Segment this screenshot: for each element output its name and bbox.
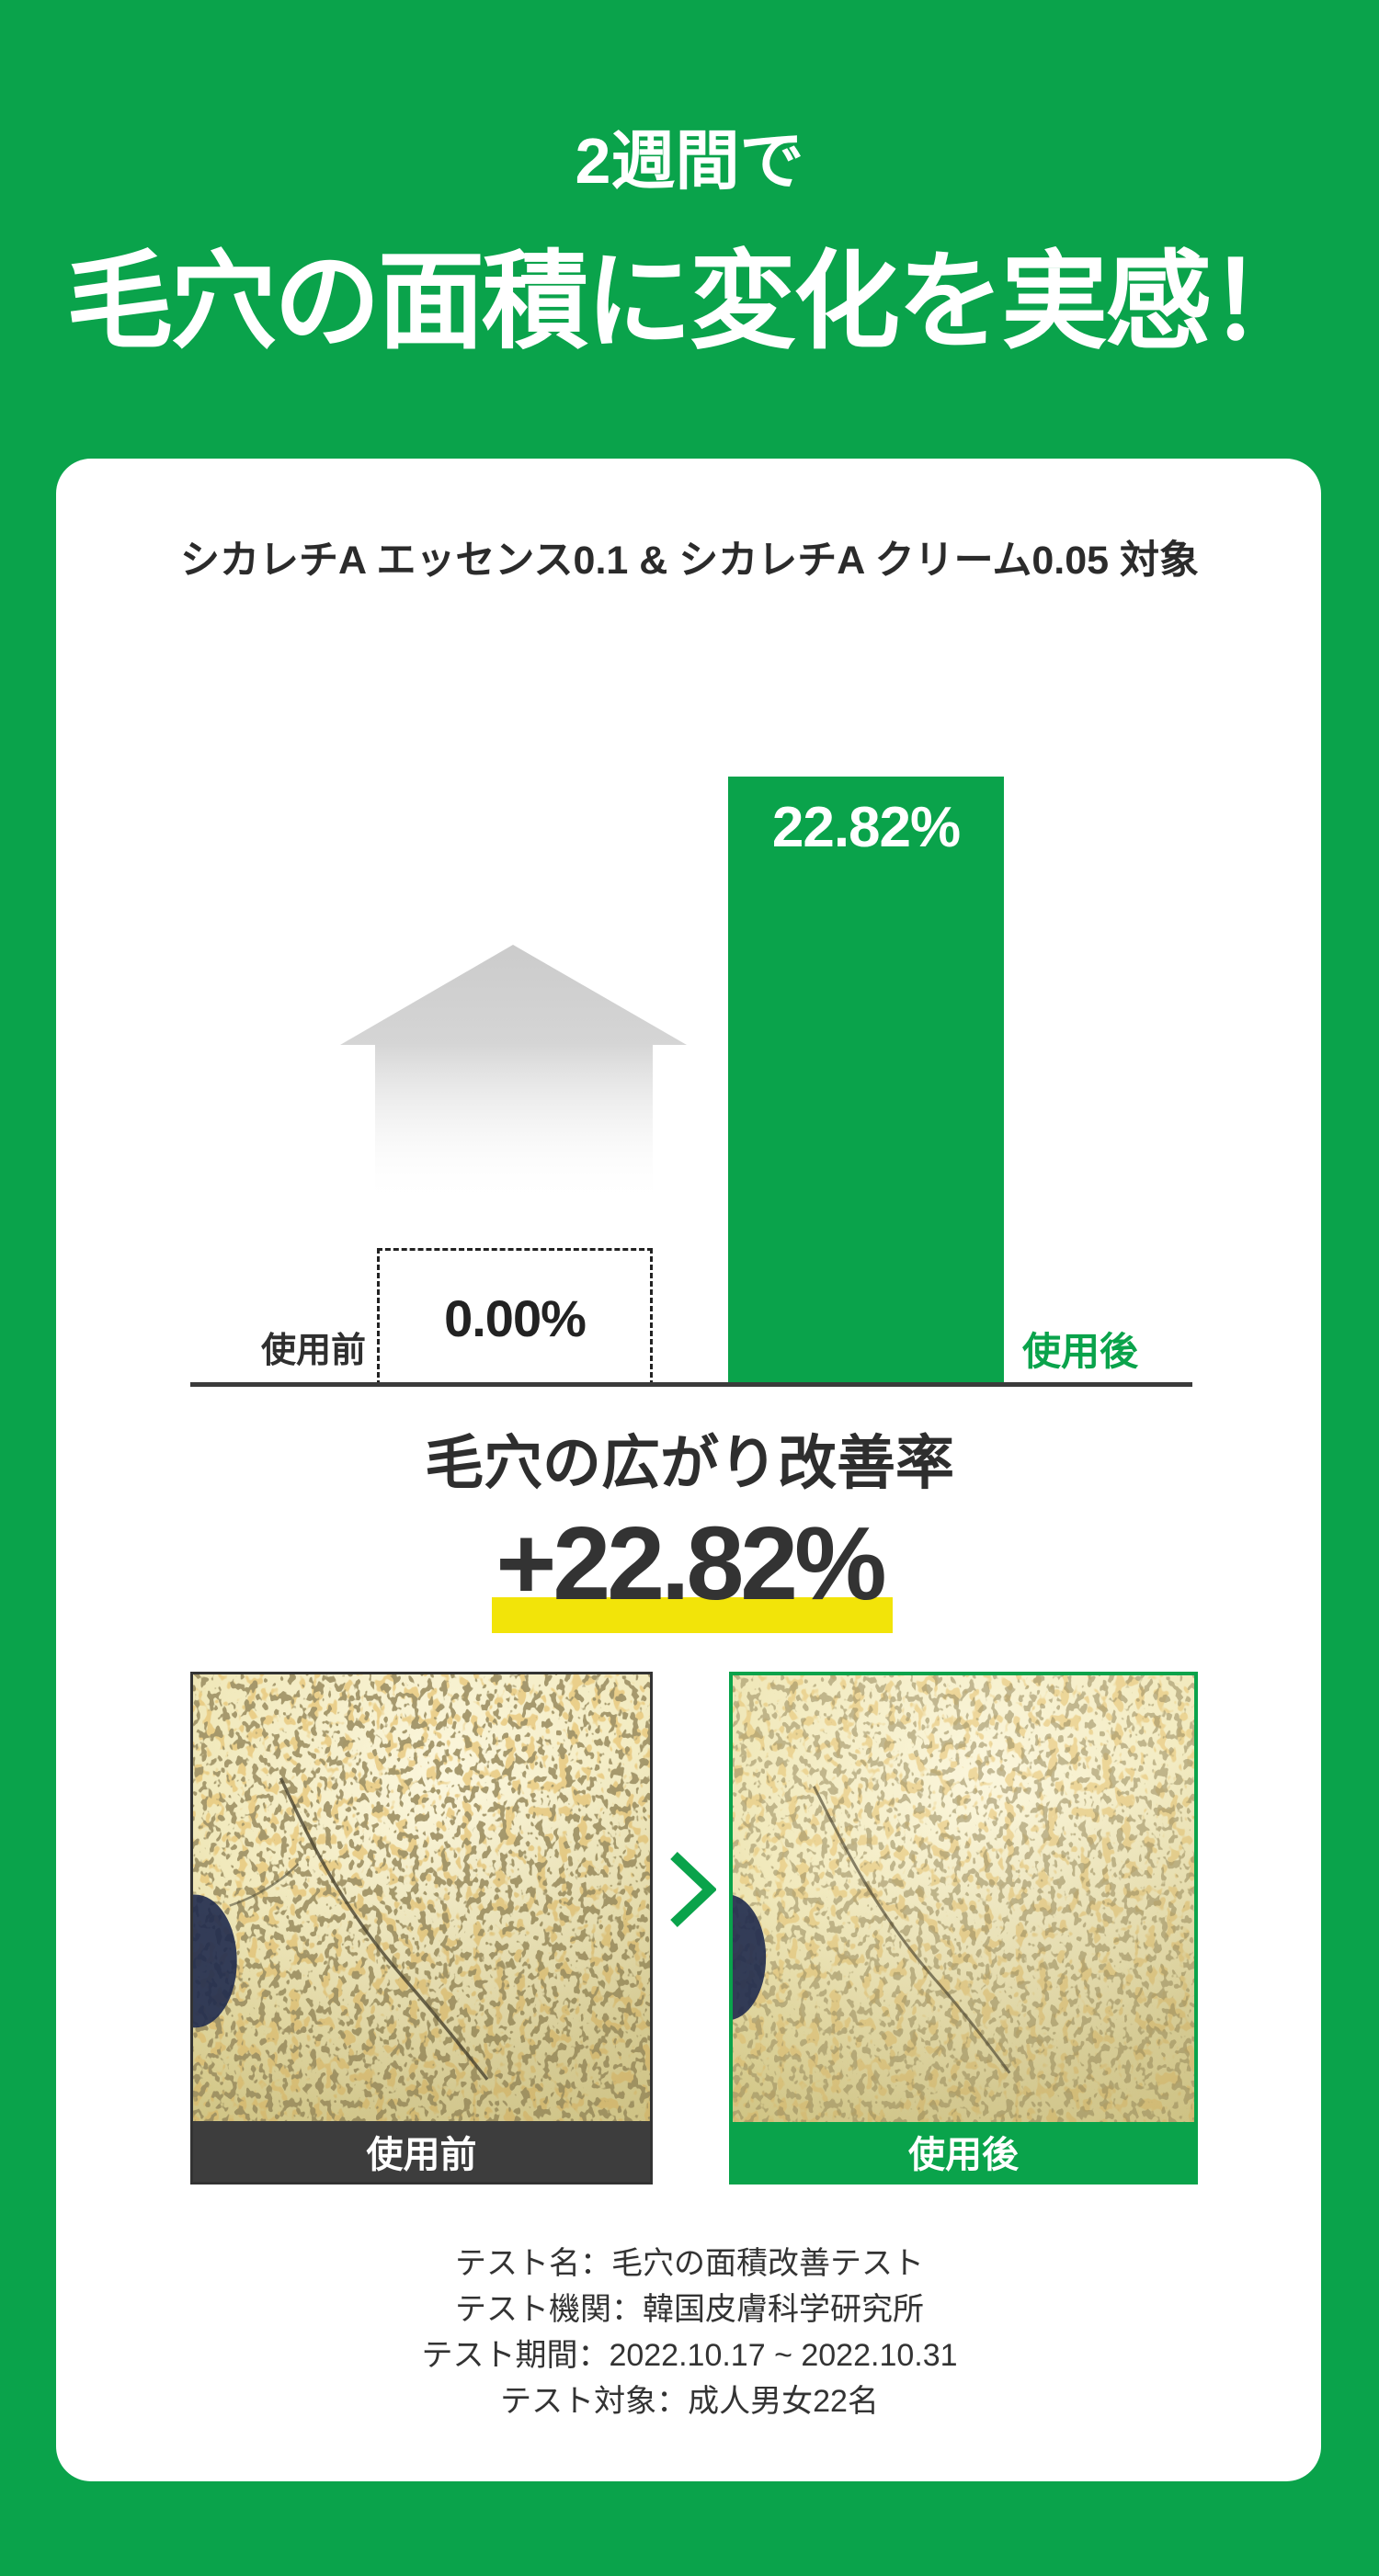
- footnote-line: テスト期間：2022.10.17 ~ 2022.10.31: [421, 2338, 958, 2373]
- after-photo-box: 使用後: [729, 1672, 1198, 2184]
- before-skin-photo: [193, 1674, 650, 2121]
- bar-before: 0.00%: [377, 1248, 653, 1386]
- before-caption-bar: 使用前: [193, 2121, 650, 2182]
- after-caption-bar: 使用後: [733, 2122, 1194, 2181]
- after-skin-photo: [733, 1675, 1194, 2122]
- result-title: 毛穴の広がり改善率: [425, 1430, 954, 1496]
- result-value-highlighted: +22.82%: [492, 1505, 893, 1633]
- header-subtitle: 2週間で: [575, 125, 804, 197]
- footnote-line: テスト対象：成人男女22名: [500, 2384, 879, 2419]
- chart-label-after: 使用後: [1022, 1330, 1139, 1373]
- bar-before-value: 0.00%: [444, 1289, 587, 1347]
- product-target-line: シカレチA エッセンス0.1 & シカレチA クリーム0.05 対象: [179, 539, 1200, 583]
- growth-arrow-icon: [340, 945, 687, 1205]
- result-value-row: +22.82%: [0, 1505, 1379, 1633]
- comparison-chevron-icon: [670, 1852, 716, 1927]
- test-footnotes: テスト名：毛穴の面積改善テスト テスト機関：韓国皮膚科学研究所 テスト期間：20…: [0, 2241, 1379, 2424]
- page-title: 毛穴の面積に変化を実感！: [66, 242, 1316, 361]
- chart-axis-line: [190, 1382, 1192, 1387]
- footnote-line: テスト名：毛穴の面積改善テスト: [455, 2246, 924, 2281]
- chart-label-before: 使用前: [260, 1332, 366, 1370]
- bar-after-value: 22.82%: [771, 796, 961, 859]
- footnote-line: テスト機関：韓国皮膚科学研究所: [455, 2292, 924, 2327]
- before-photo-box: 使用前: [190, 1672, 653, 2184]
- bar-after: 22.82%: [728, 777, 1004, 1386]
